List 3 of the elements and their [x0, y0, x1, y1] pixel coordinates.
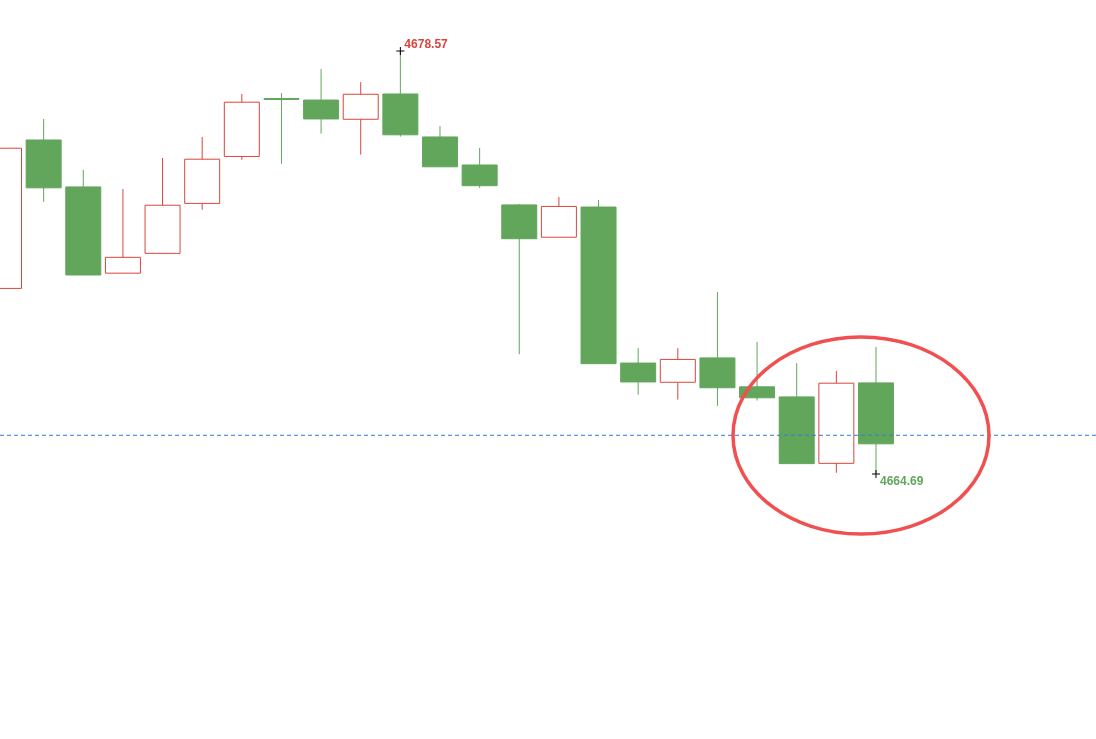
annotation: 4664.69	[879, 474, 924, 488]
annotation: 4678.57	[404, 37, 449, 51]
candlestick	[263, 92, 300, 165]
